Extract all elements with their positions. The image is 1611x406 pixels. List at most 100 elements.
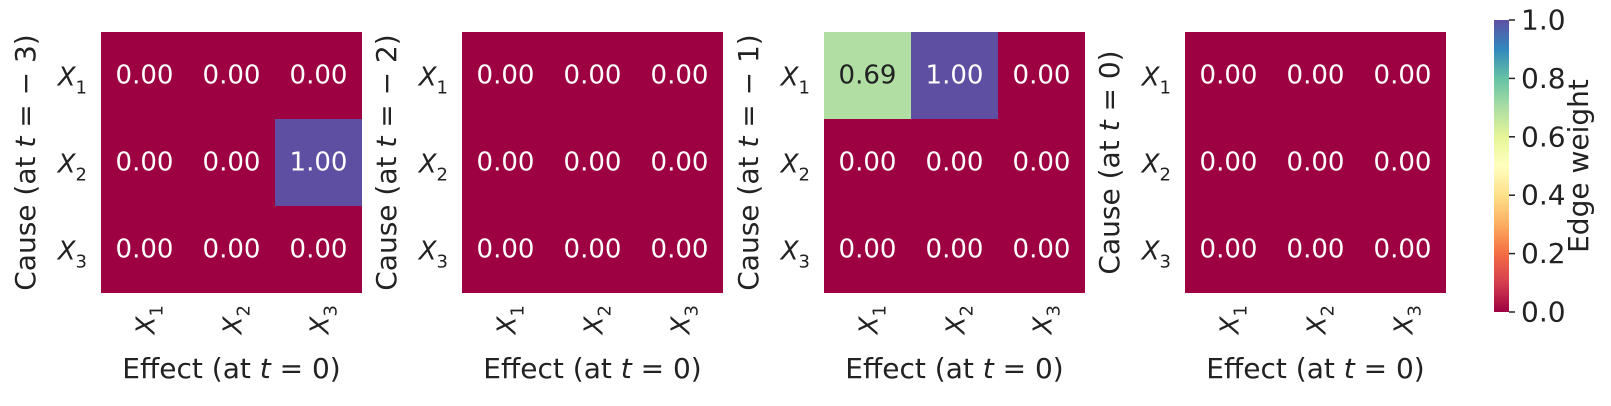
cell-value-label: 0.00 xyxy=(1013,61,1071,91)
heatmap-panel-4: 0.00 0.00 0.00 0.00 0.00 0.00 0.00 0.00 0.00 X1 X2… xyxy=(1093,32,1446,385)
cell-value-label: 0.00 xyxy=(477,61,535,91)
cell-value-label: 0.00 xyxy=(203,235,261,265)
heatmap-cell xyxy=(462,119,549,206)
cell-value-label: 0.00 xyxy=(926,235,984,265)
colorbar-ticks: 0.0 0.2 0.4 0.6 0.8 1.0 xyxy=(1509,4,1566,329)
y-tick-label: X3 xyxy=(56,237,87,273)
heatmap-cell xyxy=(998,206,1085,293)
x-tick-label: X1 xyxy=(1216,305,1252,336)
heatmap-cell xyxy=(188,32,275,119)
heatmap-cell xyxy=(636,206,723,293)
cell-value-label: 1.00 xyxy=(290,148,348,178)
heatmap-panel-1: 0.00 0.00 0.00 0.00 0.00 1.00 0.00 0.00 0.00 X1 X2… xyxy=(9,32,362,385)
x-tick-label: X2 xyxy=(219,305,255,336)
x-tick-label: X2 xyxy=(1303,305,1339,336)
x-axis-label: Effect (at t = 0) xyxy=(122,352,340,385)
heatmap-cell xyxy=(1272,32,1359,119)
heatmap-cell xyxy=(275,119,362,206)
cell-value-label: 0.00 xyxy=(1287,148,1345,178)
heatmap-cell xyxy=(636,32,723,119)
cell-value-label: 0.00 xyxy=(926,148,984,178)
heatmap-cell xyxy=(1359,32,1446,119)
cell-value-label: 0.00 xyxy=(477,235,535,265)
cell-value-label: 0.00 xyxy=(116,235,174,265)
cell-value-label: 0.00 xyxy=(651,235,709,265)
heatmap-cell xyxy=(275,206,362,293)
cell-value-label: 0.00 xyxy=(564,61,622,91)
cell-value-label: 0.00 xyxy=(839,148,897,178)
cell-value-label: 0.00 xyxy=(1013,235,1071,265)
cell-value-label: 0.00 xyxy=(1287,61,1345,91)
cell-value-label: 0.00 xyxy=(1374,61,1432,91)
cell-value-label: 0.00 xyxy=(116,61,174,91)
cell-value-label: 0.00 xyxy=(1013,148,1071,178)
y-tick-label: X3 xyxy=(417,237,448,273)
y-tick-label: X1 xyxy=(1140,63,1171,99)
colorbar-tick-label: 0.4 xyxy=(1521,179,1566,212)
heatmap-cell xyxy=(824,119,911,206)
cell-value-label: 0.00 xyxy=(1374,235,1432,265)
heatmap-cell xyxy=(101,119,188,206)
heatmap-cell xyxy=(101,32,188,119)
heatmap-cell xyxy=(188,119,275,206)
y-tick-label: X1 xyxy=(56,63,87,99)
cell-value-label: 0.00 xyxy=(1200,61,1258,91)
x-axis-label: Effect (at t = 0) xyxy=(483,352,701,385)
x-tick-label: X2 xyxy=(580,305,616,336)
cell-value-label: 0.00 xyxy=(651,61,709,91)
heatmap-cell xyxy=(549,206,636,293)
heatmap-cell xyxy=(911,119,998,206)
heatmap-cell xyxy=(636,119,723,206)
colorbar-tick-label: 1.0 xyxy=(1521,4,1566,37)
colorbar-tick-label: 0.6 xyxy=(1521,120,1566,153)
y-tick-label: X3 xyxy=(779,237,810,273)
x-tick-label: X2 xyxy=(942,305,978,336)
y-tick-label: X2 xyxy=(56,150,87,186)
cell-value-label: 0.00 xyxy=(1374,148,1432,178)
heatmap-cell xyxy=(1359,119,1446,206)
cell-value-label: 0.00 xyxy=(477,148,535,178)
y-tick-label: X2 xyxy=(779,150,810,186)
heatmap-cell xyxy=(549,119,636,206)
cell-value-label: 0.00 xyxy=(839,235,897,265)
cell-value-label: 0.00 xyxy=(290,61,348,91)
cell-value-label: 0.00 xyxy=(1200,235,1258,265)
heatmap-cell xyxy=(275,32,362,119)
colorbar-label: Edge weight xyxy=(1562,79,1595,253)
heatmap-cell xyxy=(1185,206,1272,293)
cell-value-label: 0.00 xyxy=(203,148,261,178)
y-tick-label: X1 xyxy=(779,63,810,99)
colorbar-gradient xyxy=(1494,20,1509,312)
cell-value-label: 1.00 xyxy=(926,61,984,91)
y-tick-label: X1 xyxy=(417,63,448,99)
x-tick-label: X3 xyxy=(1029,305,1065,336)
heatmap-cell xyxy=(1272,119,1359,206)
heatmap-panel-3: 0.69 1.00 0.00 0.00 0.00 0.00 0.00 0.00 0.00 X1 X2… xyxy=(732,32,1085,385)
heatmap-cell xyxy=(824,32,911,119)
heatmap-panels: 0.00 0.00 0.00 0.00 0.00 1.00 0.00 0.00 0.00 X1 X2… xyxy=(9,32,1446,385)
colorbar: 0.0 0.2 0.4 0.6 0.8 1.0 Edge weight xyxy=(1494,4,1595,329)
cell-value-label: 0.00 xyxy=(564,148,622,178)
colorbar-tick-label: 0.0 xyxy=(1521,296,1566,329)
x-tick-label: X1 xyxy=(493,305,529,336)
heatmap-cell xyxy=(1272,206,1359,293)
heatmap-panel-2: 0.00 0.00 0.00 0.00 0.00 0.00 0.00 0.00 0.00 X1 X2… xyxy=(370,32,723,385)
y-tick-label: X2 xyxy=(1140,150,1171,186)
colorbar-tick-label: 0.2 xyxy=(1521,237,1566,270)
y-tick-label: X2 xyxy=(417,150,448,186)
heatmap-cell xyxy=(998,119,1085,206)
x-tick-label: X3 xyxy=(667,305,703,336)
cell-value-label: 0.69 xyxy=(839,61,897,91)
cell-value-label: 0.00 xyxy=(1287,235,1345,265)
cell-value-label: 0.00 xyxy=(203,61,261,91)
heatmap-cell xyxy=(101,206,188,293)
y-axis-label: Cause (at t = − 2) xyxy=(370,34,403,291)
cell-value-label: 0.00 xyxy=(116,148,174,178)
heatmap-cell xyxy=(462,206,549,293)
heatmap-cell xyxy=(911,32,998,119)
x-tick-label: X1 xyxy=(855,305,891,336)
cell-value-label: 0.00 xyxy=(564,235,622,265)
colorbar-tick-label: 0.8 xyxy=(1521,62,1566,95)
y-tick-label: X3 xyxy=(1140,237,1171,273)
